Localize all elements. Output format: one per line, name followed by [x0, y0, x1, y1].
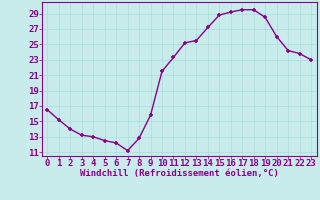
X-axis label: Windchill (Refroidissement éolien,°C): Windchill (Refroidissement éolien,°C) — [80, 169, 279, 178]
